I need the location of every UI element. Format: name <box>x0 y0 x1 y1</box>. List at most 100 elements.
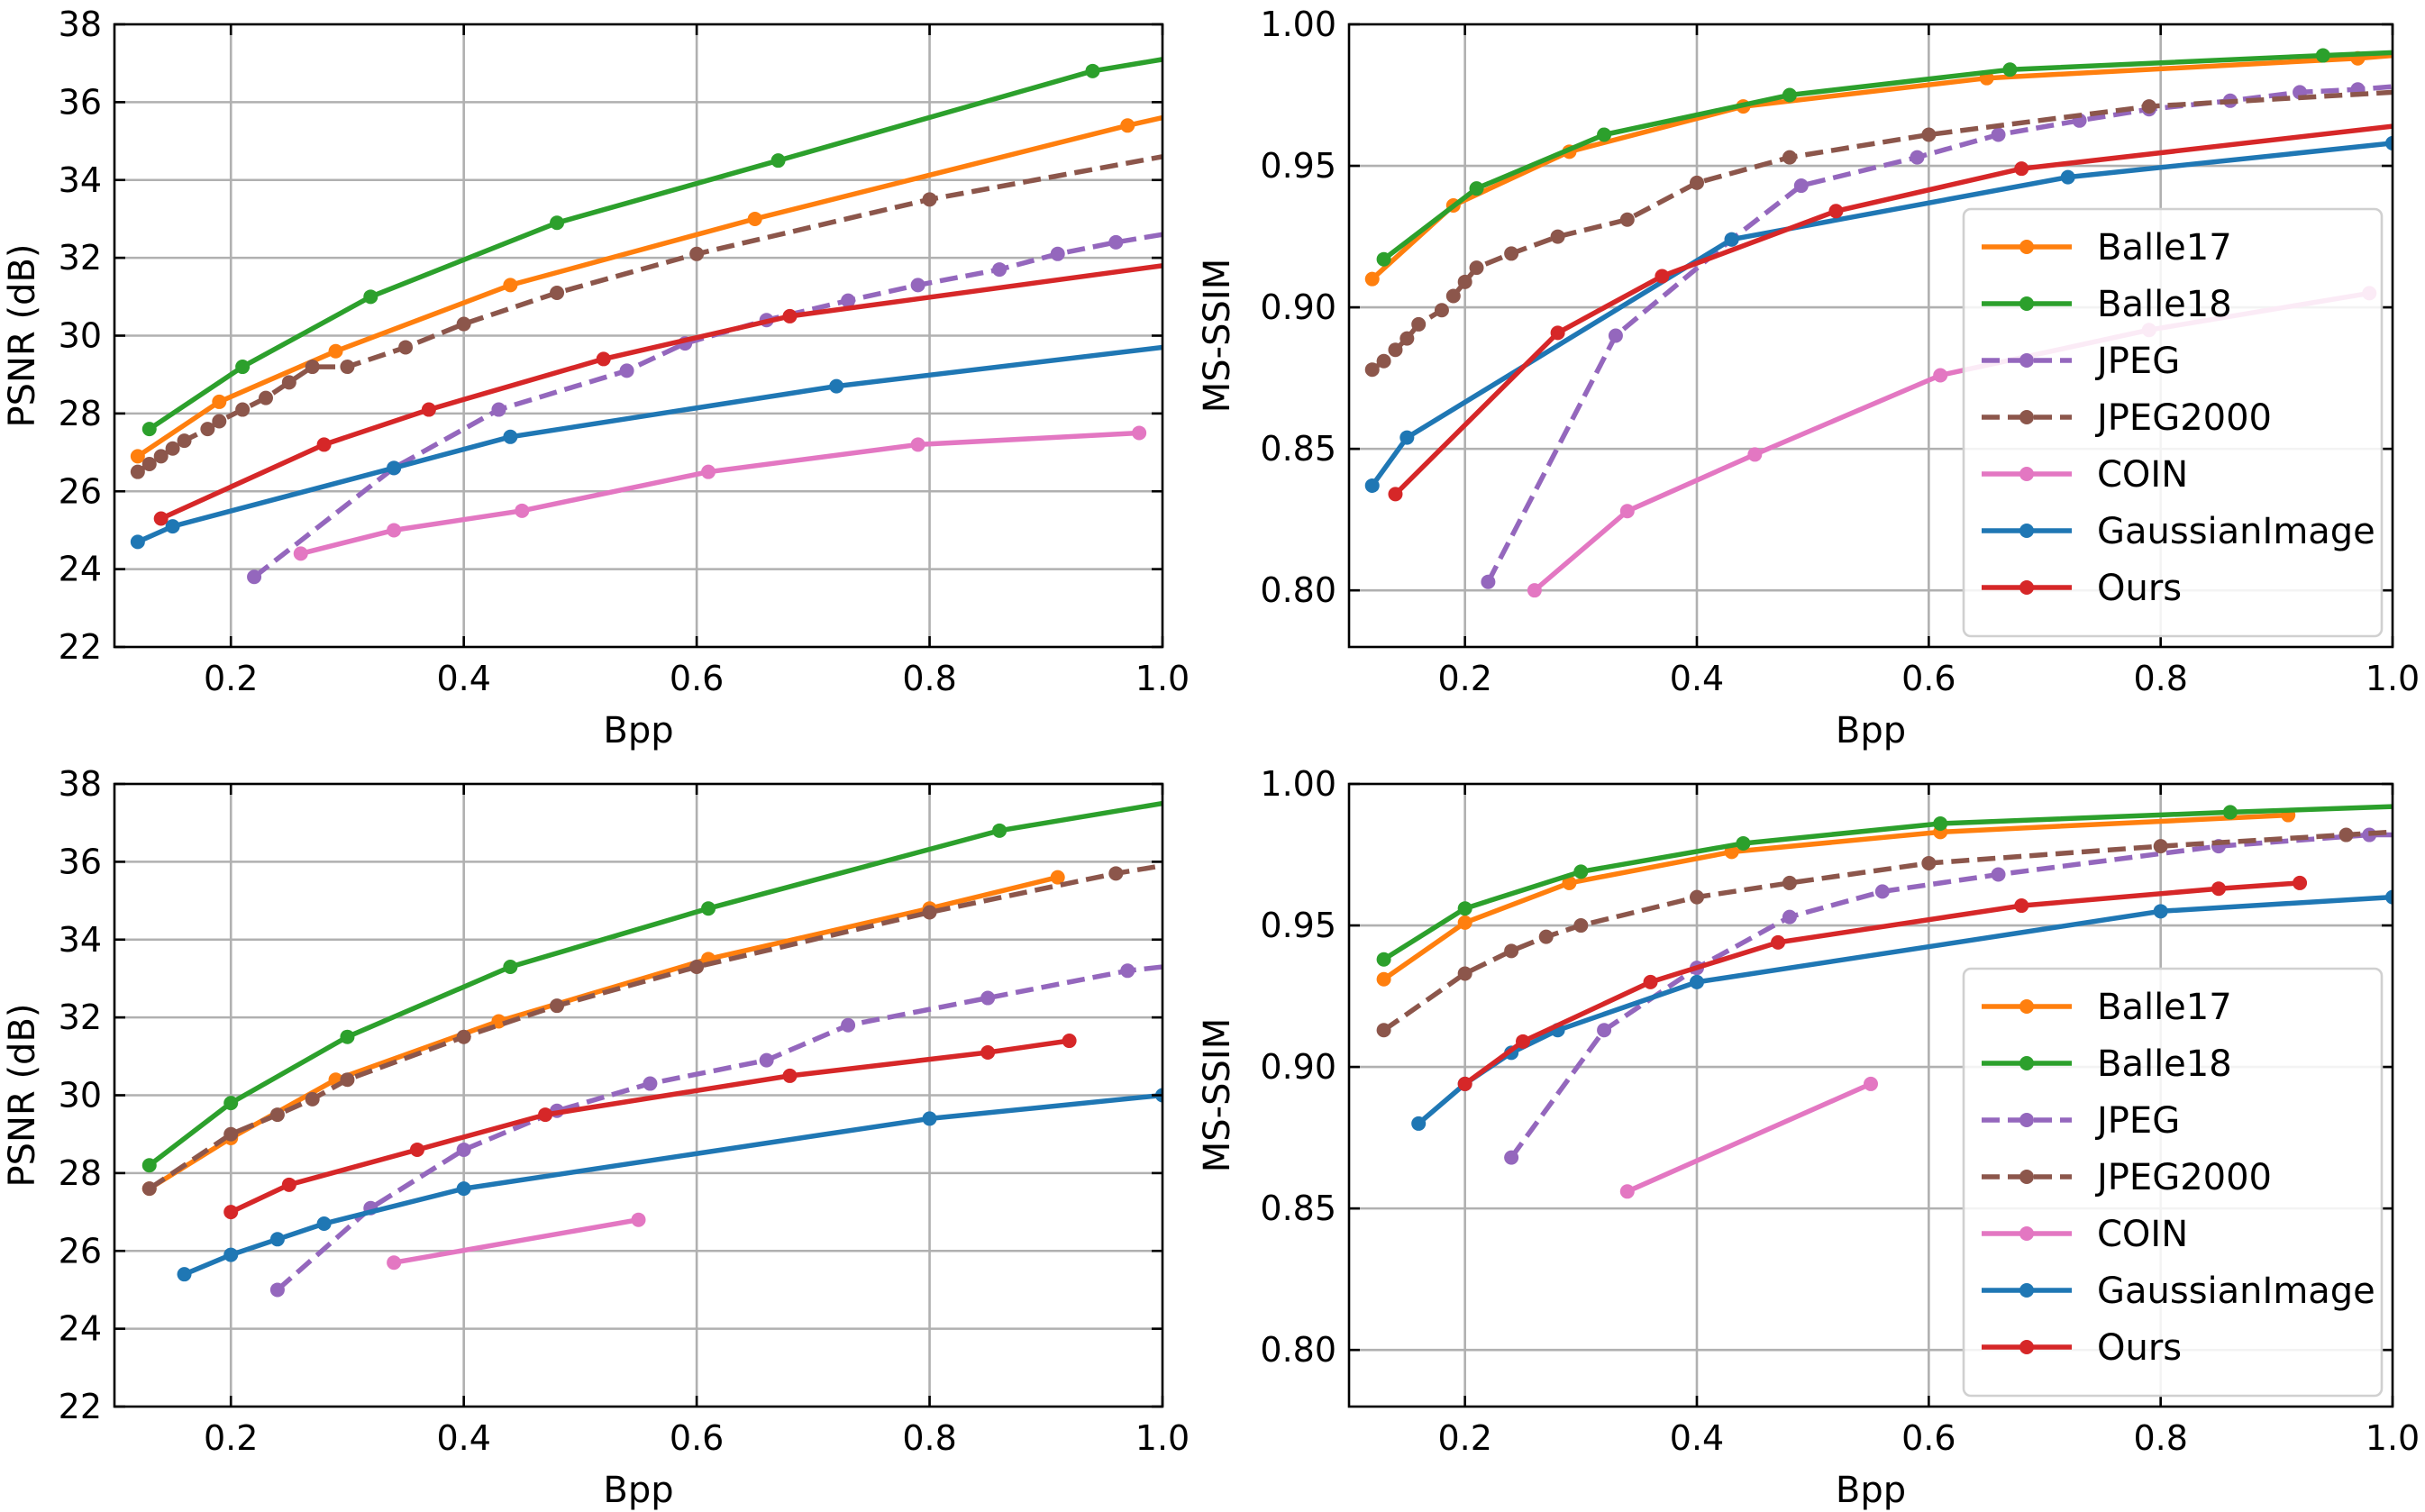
data-point-jpeg-8 <box>992 262 1007 278</box>
data-point-jpeg-9 <box>1050 246 1065 261</box>
data-point-coin-0 <box>1527 583 1542 598</box>
legend-label-jpeg2000: JPEG2000 <box>2094 397 2272 439</box>
series-gaussianimage <box>1364 135 2393 493</box>
data-point-jpeg2000-4 <box>177 433 192 449</box>
legend-entry-gaussianimage: GaussianImage <box>1982 511 2375 552</box>
data-point-jpeg2000-6 <box>1782 875 1797 890</box>
data-point-gaussianimage-6 <box>2385 889 2393 905</box>
axes-frame <box>1347 23 2394 649</box>
data-point-gaussianimage-3 <box>316 1216 332 1232</box>
data-point-balle18-3 <box>1736 835 1751 851</box>
data-point-balle18-0 <box>1376 952 1391 967</box>
chart-panel-3: 0.2 0.4 0.6 0.8 1.0 22 24 26 28 30 32 34 36 38 Bpp PSNR… <box>2 764 1190 1511</box>
data-point-jpeg2000-0 <box>141 1181 157 1197</box>
legend-label-balle17: Balle17 <box>2097 987 2232 1028</box>
data-point-jpeg-6 <box>841 1017 856 1033</box>
data-point-balle17-0 <box>130 449 145 464</box>
y-tick-label-1: 24 <box>59 1309 102 1349</box>
data-point-coin-3 <box>701 464 716 479</box>
y-axis-label: PSNR (dB) <box>2 244 43 428</box>
data-point-jpeg2000-4 <box>1573 918 1589 934</box>
y-axis-label: MS-SSIM <box>1197 259 1238 413</box>
y-tick-label-6: 34 <box>59 160 102 200</box>
data-point-ours-1 <box>1550 325 1565 341</box>
data-point-jpeg2000-0 <box>130 464 145 479</box>
data-point-jpeg-3 <box>1793 178 1809 194</box>
data-point-jpeg2000-10 <box>305 360 320 375</box>
data-point-gaussianimage-5 <box>2153 904 2168 919</box>
data-point-balle17-1 <box>212 394 227 409</box>
data-point-coin-1 <box>631 1212 646 1227</box>
y-axis-label: PSNR (dB) <box>2 1004 43 1188</box>
data-point-balle18-4 <box>2002 62 2018 77</box>
x-tick-label-3: 0.8 <box>2133 659 2187 698</box>
data-point-balle18-1 <box>1469 181 1484 196</box>
x-tick-label-2: 0.6 <box>1901 1418 1955 1458</box>
data-point-coin-0 <box>1619 1184 1635 1199</box>
data-point-gaussianimage-2 <box>387 460 402 476</box>
data-point-ours-4 <box>782 308 798 323</box>
data-point-jpeg2000-6 <box>212 414 227 429</box>
x-tick-label-0: 0.2 <box>1437 1418 1491 1458</box>
x-tick-label-2: 0.6 <box>670 659 724 698</box>
series-balle17 <box>130 114 1162 464</box>
data-point-balle17-5 <box>1120 118 1135 133</box>
series-balle18 <box>1376 804 2393 967</box>
legend-entry-jpeg: JPEG <box>1982 1100 2180 1142</box>
data-point-jpeg2000-0 <box>1364 362 1380 378</box>
data-point-gaussianimage-3 <box>503 429 518 444</box>
data-point-balle18-0 <box>141 422 157 437</box>
x-tick-label-2: 0.6 <box>1901 659 1955 698</box>
data-point-ours-0 <box>153 511 169 526</box>
data-point-jpeg-0 <box>269 1282 285 1298</box>
data-point-jpeg-2 <box>456 1142 471 1157</box>
series-line-coin <box>391 1216 642 1265</box>
y-tick-label-0: 0.80 <box>1260 1330 1336 1370</box>
data-point-balle18-3 <box>503 959 518 974</box>
y-tick-label-7: 36 <box>59 82 102 122</box>
y-tick-label-1: 24 <box>59 550 102 589</box>
y-tick-label-0: 22 <box>59 627 102 667</box>
legend-entry-coin: COIN <box>1982 454 2188 496</box>
data-point-balle18-0 <box>141 1158 157 1173</box>
x-tick-label-1: 0.4 <box>436 1418 490 1458</box>
data-point-jpeg2000-16 <box>922 192 937 207</box>
data-point-gaussianimage-0 <box>1411 1116 1427 1131</box>
data-point-balle17-4 <box>747 211 762 226</box>
legend-marker-coin <box>2019 1226 2034 1241</box>
data-point-balle18-4 <box>701 901 716 916</box>
data-point-jpeg-1 <box>1608 328 1623 343</box>
data-point-jpeg2000-14 <box>1921 127 1937 142</box>
data-point-jpeg2000-3 <box>165 441 180 456</box>
data-point-ours-0 <box>1457 1076 1472 1091</box>
legend-label-jpeg: JPEG <box>2094 1100 2180 1142</box>
x-tick-label-0: 0.2 <box>1437 659 1491 698</box>
legend-entry-coin: COIN <box>1982 1214 2188 1255</box>
plot-area <box>1376 804 2393 1199</box>
data-point-balle17-6 <box>1050 870 1065 885</box>
legend: Balle17 Balle18 JPEG JPEG2000 COIN GaussianIm… <box>1962 207 2384 638</box>
legend-marker-jpeg2000 <box>2019 410 2034 424</box>
data-point-balle18-1 <box>223 1096 239 1111</box>
plot-area <box>141 800 1162 1298</box>
chart-panel-1: 0.2 0.4 0.6 0.8 1.0 22 24 26 28 30 32 34 36 38 Bpp PSNR… <box>2 5 1190 751</box>
data-point-jpeg-1 <box>1597 1023 1612 1038</box>
data-point-balle18-4 <box>770 153 786 169</box>
data-point-jpeg2000-5 <box>200 422 215 437</box>
data-point-gaussianimage-5 <box>922 1111 937 1126</box>
x-tick-label-3: 0.8 <box>902 1418 956 1458</box>
data-point-jpeg2000-4 <box>1411 316 1427 332</box>
y-tick-label-0: 0.80 <box>1260 570 1336 610</box>
data-point-ours-3 <box>596 351 611 367</box>
legend-label-coin: COIN <box>2097 454 2188 496</box>
y-tick-label-2: 0.90 <box>1260 1047 1336 1087</box>
data-point-coin-3 <box>1933 368 1948 383</box>
plot-area <box>130 57 1162 585</box>
x-tick-label-3: 0.8 <box>2133 1418 2187 1458</box>
y-tick-label-3: 28 <box>59 1153 102 1193</box>
series-line-coin <box>1625 1081 1873 1195</box>
data-point-jpeg-3 <box>1782 909 1797 925</box>
data-point-jpeg-8 <box>1120 963 1135 979</box>
chart-panel-2: 0.2 0.4 0.6 0.8 1.0 0.80 0.85 0.90 0.95 1.00 Bpp MS… <box>1197 5 2420 751</box>
legend-label-coin: COIN <box>2097 1214 2188 1255</box>
